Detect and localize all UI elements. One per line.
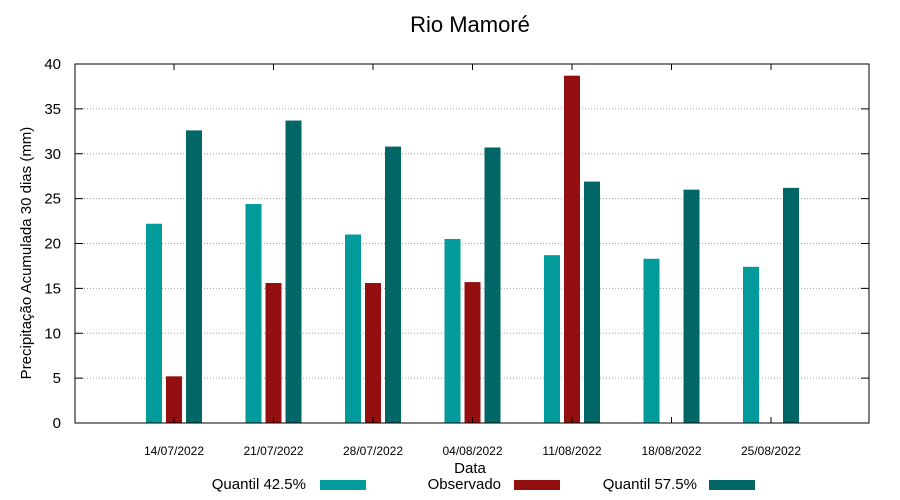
chart-title: Rio Mamoré [410, 12, 530, 37]
y-tick-label: 20 [44, 236, 61, 253]
legend-swatch [320, 480, 366, 490]
bars-group [146, 75, 799, 424]
x-tick-label: 18/08/2022 [641, 444, 701, 458]
bar-quantil-42-5--4 [544, 255, 560, 423]
bar-quantil-57-5--6 [783, 187, 799, 423]
bar-quantil-42-5--5 [643, 258, 660, 423]
legend-label: Observado [428, 476, 501, 493]
y-tick-label: 35 [44, 101, 61, 118]
legend: Quantil 42.5% Observado Quantil 57.5% [212, 476, 755, 493]
y-axis-ticks: 0 5 10 15 20 25 30 35 40 [44, 56, 869, 432]
bar-quantil-42-5--1 [245, 204, 262, 423]
bar-quantil-57-5--1 [285, 120, 302, 423]
y-tick-label: 0 [53, 415, 61, 432]
bar-quantil-57-5--3 [484, 147, 501, 423]
legend-label: Quantil 42.5% [212, 476, 306, 493]
y-axis-label: Precipitação Acumulada 30 dias (mm) [18, 127, 35, 380]
bar-quantil-57-5--2 [385, 146, 401, 423]
x-tick-label: 14/07/2022 [144, 444, 204, 458]
bar-observado-1 [265, 282, 282, 423]
x-axis-label: Data [454, 460, 486, 477]
bar-quantil-42-5--2 [345, 234, 361, 423]
bar-observado-0 [166, 376, 182, 423]
x-tick-label: 28/07/2022 [343, 444, 403, 458]
bar-quantil-42-5--6 [743, 266, 759, 423]
bar-quantil-57-5--4 [584, 181, 600, 423]
grid-lines [75, 108, 869, 379]
legend-swatch [709, 480, 755, 490]
legend-swatch [514, 480, 560, 490]
x-tick-label: 04/08/2022 [442, 444, 502, 458]
y-tick-label: 5 [53, 370, 61, 387]
bar-quantil-42-5--0 [146, 223, 162, 423]
bar-quantil-57-5--0 [186, 130, 202, 424]
y-tick-label: 30 [44, 146, 61, 163]
y-tick-label: 25 [44, 191, 61, 208]
y-tick-label: 10 [44, 325, 61, 342]
bar-observado-2 [365, 282, 381, 423]
y-tick-label: 15 [44, 280, 61, 297]
legend-label: Quantil 57.5% [603, 476, 697, 493]
bar-observado-3 [464, 282, 481, 423]
x-tick-label: 25/08/2022 [741, 444, 801, 458]
x-axis-ticks: 14/07/2022 21/07/2022 28/07/2022 04/08/2022… [144, 64, 801, 458]
x-tick-label: 21/07/2022 [243, 444, 303, 458]
x-tick-label: 11/08/2022 [542, 444, 601, 458]
bar-quantil-42-5--3 [444, 239, 461, 423]
y-tick-label: 40 [44, 56, 61, 73]
bar-quantil-57-5--5 [683, 189, 700, 423]
bar-observado-4 [564, 75, 580, 423]
